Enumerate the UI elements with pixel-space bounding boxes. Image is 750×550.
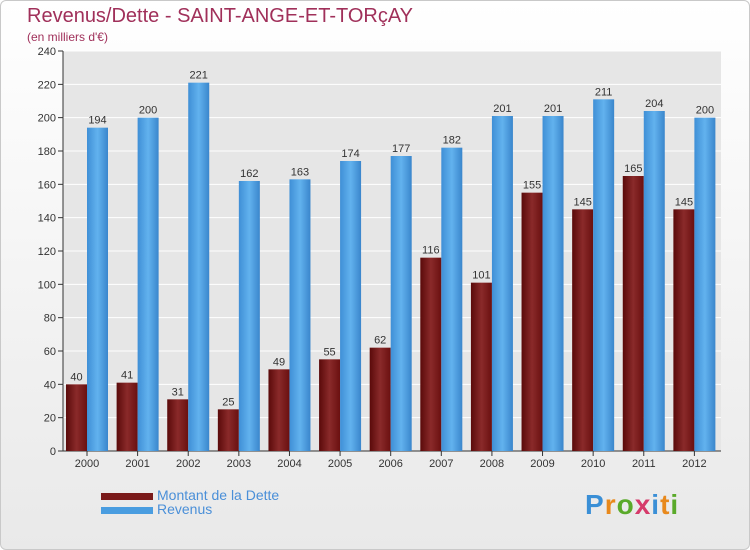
x-tick-label: 2005 bbox=[328, 458, 352, 470]
data-label: 165 bbox=[624, 163, 642, 175]
y-tick-label: 220 bbox=[38, 79, 56, 91]
data-label: 194 bbox=[88, 115, 106, 127]
legend-item-dette: Montant de la Dette bbox=[101, 487, 279, 503]
bar-revenus bbox=[238, 181, 260, 451]
bar-dette bbox=[116, 382, 138, 451]
bar-dette bbox=[167, 399, 189, 451]
x-tick-label: 2000 bbox=[75, 458, 99, 470]
legend-item-revenus: Revenus bbox=[101, 501, 212, 517]
bar-revenus bbox=[643, 111, 665, 451]
legend-label-revenus: Revenus bbox=[157, 501, 213, 517]
y-tick-label: 80 bbox=[44, 313, 56, 325]
data-label: 101 bbox=[472, 270, 490, 282]
bar-dette bbox=[369, 347, 391, 451]
data-label: 31 bbox=[172, 386, 184, 398]
bar-revenus bbox=[340, 161, 362, 451]
x-tick-label: 2001 bbox=[125, 458, 149, 470]
bar-dette bbox=[217, 409, 239, 451]
bar-revenus bbox=[593, 99, 615, 451]
bar-revenus bbox=[137, 117, 159, 452]
data-label: 174 bbox=[341, 148, 359, 160]
data-label: 145 bbox=[573, 196, 591, 208]
bar-revenus bbox=[87, 127, 108, 452]
bar-revenus bbox=[289, 179, 311, 452]
data-label: 200 bbox=[696, 105, 714, 117]
bar-revenus bbox=[390, 156, 412, 451]
data-label: 201 bbox=[493, 103, 511, 115]
x-tick-label: 2003 bbox=[227, 458, 251, 470]
data-label: 25 bbox=[222, 396, 234, 408]
legend-label-dette: Montant de la Dette bbox=[157, 487, 280, 503]
x-tick-label: 2002 bbox=[176, 458, 200, 470]
data-label: 221 bbox=[190, 70, 208, 82]
x-tick-label: 2011 bbox=[632, 458, 656, 470]
x-tick-label: 2007 bbox=[429, 458, 453, 470]
bar-dette bbox=[420, 257, 442, 451]
data-label: 145 bbox=[675, 196, 693, 208]
bar-dette bbox=[622, 176, 644, 451]
bar-revenus bbox=[542, 116, 564, 451]
bar-dette bbox=[319, 359, 341, 451]
data-label: 201 bbox=[544, 103, 562, 115]
data-label: 204 bbox=[645, 98, 663, 110]
data-label: 155 bbox=[523, 180, 541, 192]
proxiti-logo: Proxiti bbox=[585, 489, 680, 520]
data-label: 116 bbox=[422, 245, 440, 257]
bar-dette bbox=[66, 384, 87, 451]
chart-subtitle: (en milliers d'€) bbox=[27, 30, 108, 44]
bar-dette bbox=[268, 369, 290, 451]
data-label: 162 bbox=[240, 168, 258, 180]
y-tick-label: 240 bbox=[38, 46, 56, 58]
bar-dette bbox=[521, 192, 543, 451]
bar-revenus bbox=[441, 147, 463, 451]
data-label: 55 bbox=[323, 346, 335, 358]
data-label: 41 bbox=[121, 370, 133, 382]
bar-dette bbox=[470, 282, 492, 451]
x-tick-label: 2012 bbox=[682, 458, 706, 470]
y-tick-label: 200 bbox=[38, 113, 56, 125]
y-tick-label: 20 bbox=[44, 413, 56, 425]
x-tick-label: 2006 bbox=[378, 458, 402, 470]
y-tick-label: 0 bbox=[50, 446, 56, 458]
data-label: 49 bbox=[273, 356, 285, 368]
bar-revenus bbox=[188, 82, 210, 452]
data-label: 62 bbox=[374, 335, 386, 347]
data-label: 200 bbox=[139, 105, 157, 117]
bar-revenus bbox=[694, 117, 716, 452]
y-tick-label: 160 bbox=[38, 179, 56, 191]
x-tick-label: 2008 bbox=[480, 458, 504, 470]
data-label: 182 bbox=[443, 135, 461, 147]
y-tick-label: 180 bbox=[38, 146, 56, 158]
x-tick-label: 2010 bbox=[581, 458, 605, 470]
y-tick-label: 40 bbox=[44, 379, 56, 391]
bar-revenus bbox=[491, 116, 513, 451]
bar-dette bbox=[572, 209, 594, 451]
data-label: 40 bbox=[70, 371, 82, 383]
bar-dette bbox=[673, 209, 695, 451]
x-tick-label: 2004 bbox=[277, 458, 301, 470]
legend-swatch-revenus bbox=[101, 506, 153, 514]
chart-title: Revenus/Dette - SAINT-ANGE-ET-TORçAY bbox=[27, 5, 414, 27]
y-tick-label: 100 bbox=[38, 279, 56, 291]
data-label: 163 bbox=[291, 166, 309, 178]
y-tick-label: 120 bbox=[38, 246, 56, 258]
legend-swatch-dette bbox=[101, 492, 153, 500]
y-tick-label: 60 bbox=[44, 346, 56, 358]
x-tick-label: 2009 bbox=[530, 458, 554, 470]
y-tick-label: 140 bbox=[38, 213, 56, 225]
data-label: 177 bbox=[392, 143, 410, 155]
data-label: 211 bbox=[595, 86, 613, 98]
